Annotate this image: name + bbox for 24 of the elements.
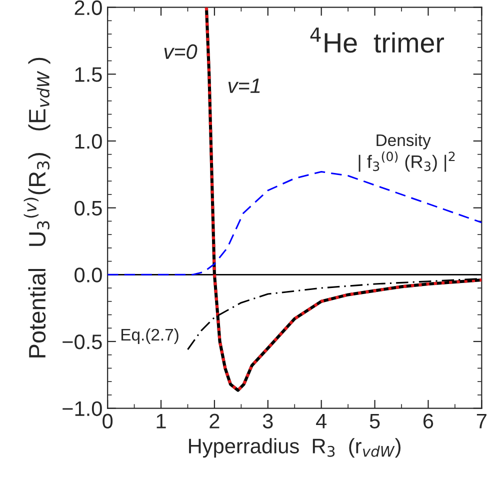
annotation: Eq.(2.7): [121, 328, 178, 344]
y-tick-label: −1.0: [62, 401, 102, 416]
x-tick-label: 2: [210, 414, 220, 428]
y-tick-label: −0.5: [62, 334, 102, 350]
y-tick-label: 1.0: [75, 134, 102, 149]
y-axis-title: Potential U$_{3}$$^{(v)}$(R$_{3}$) (E$_{vdW}$ ): [24, 58, 50, 358]
line-series: [108, 170, 482, 276]
x-tick-label: 5: [370, 414, 380, 428]
annotation: v=1: [228, 78, 260, 93]
x-tick-label: 3: [262, 414, 273, 428]
annotation: v=0: [164, 44, 198, 60]
annotation: Density: [376, 134, 431, 150]
x-tick-label: 6: [423, 414, 434, 428]
x-tick-label: 7: [476, 414, 486, 428]
y-tick-label: 2.0: [74, 0, 102, 16]
x-tick-label: 1: [156, 414, 166, 428]
x-axis-title: Hyperradius R$_{3}$ (r$_{vdW}$): [189, 438, 400, 458]
x-tick-label: 4: [316, 414, 327, 428]
y-tick-label: 1.5: [75, 67, 102, 82]
y-tick-label: 0.5: [74, 200, 102, 216]
x-tick-label: 0: [102, 414, 113, 428]
annotation: | f$_{3}$$^{(0)}$ (R$_{3}$) |$^{2}$: [358, 151, 455, 172]
y-tick-label: 0.0: [74, 268, 102, 282]
annotation: $^{4}$He trimer: [310, 28, 444, 53]
